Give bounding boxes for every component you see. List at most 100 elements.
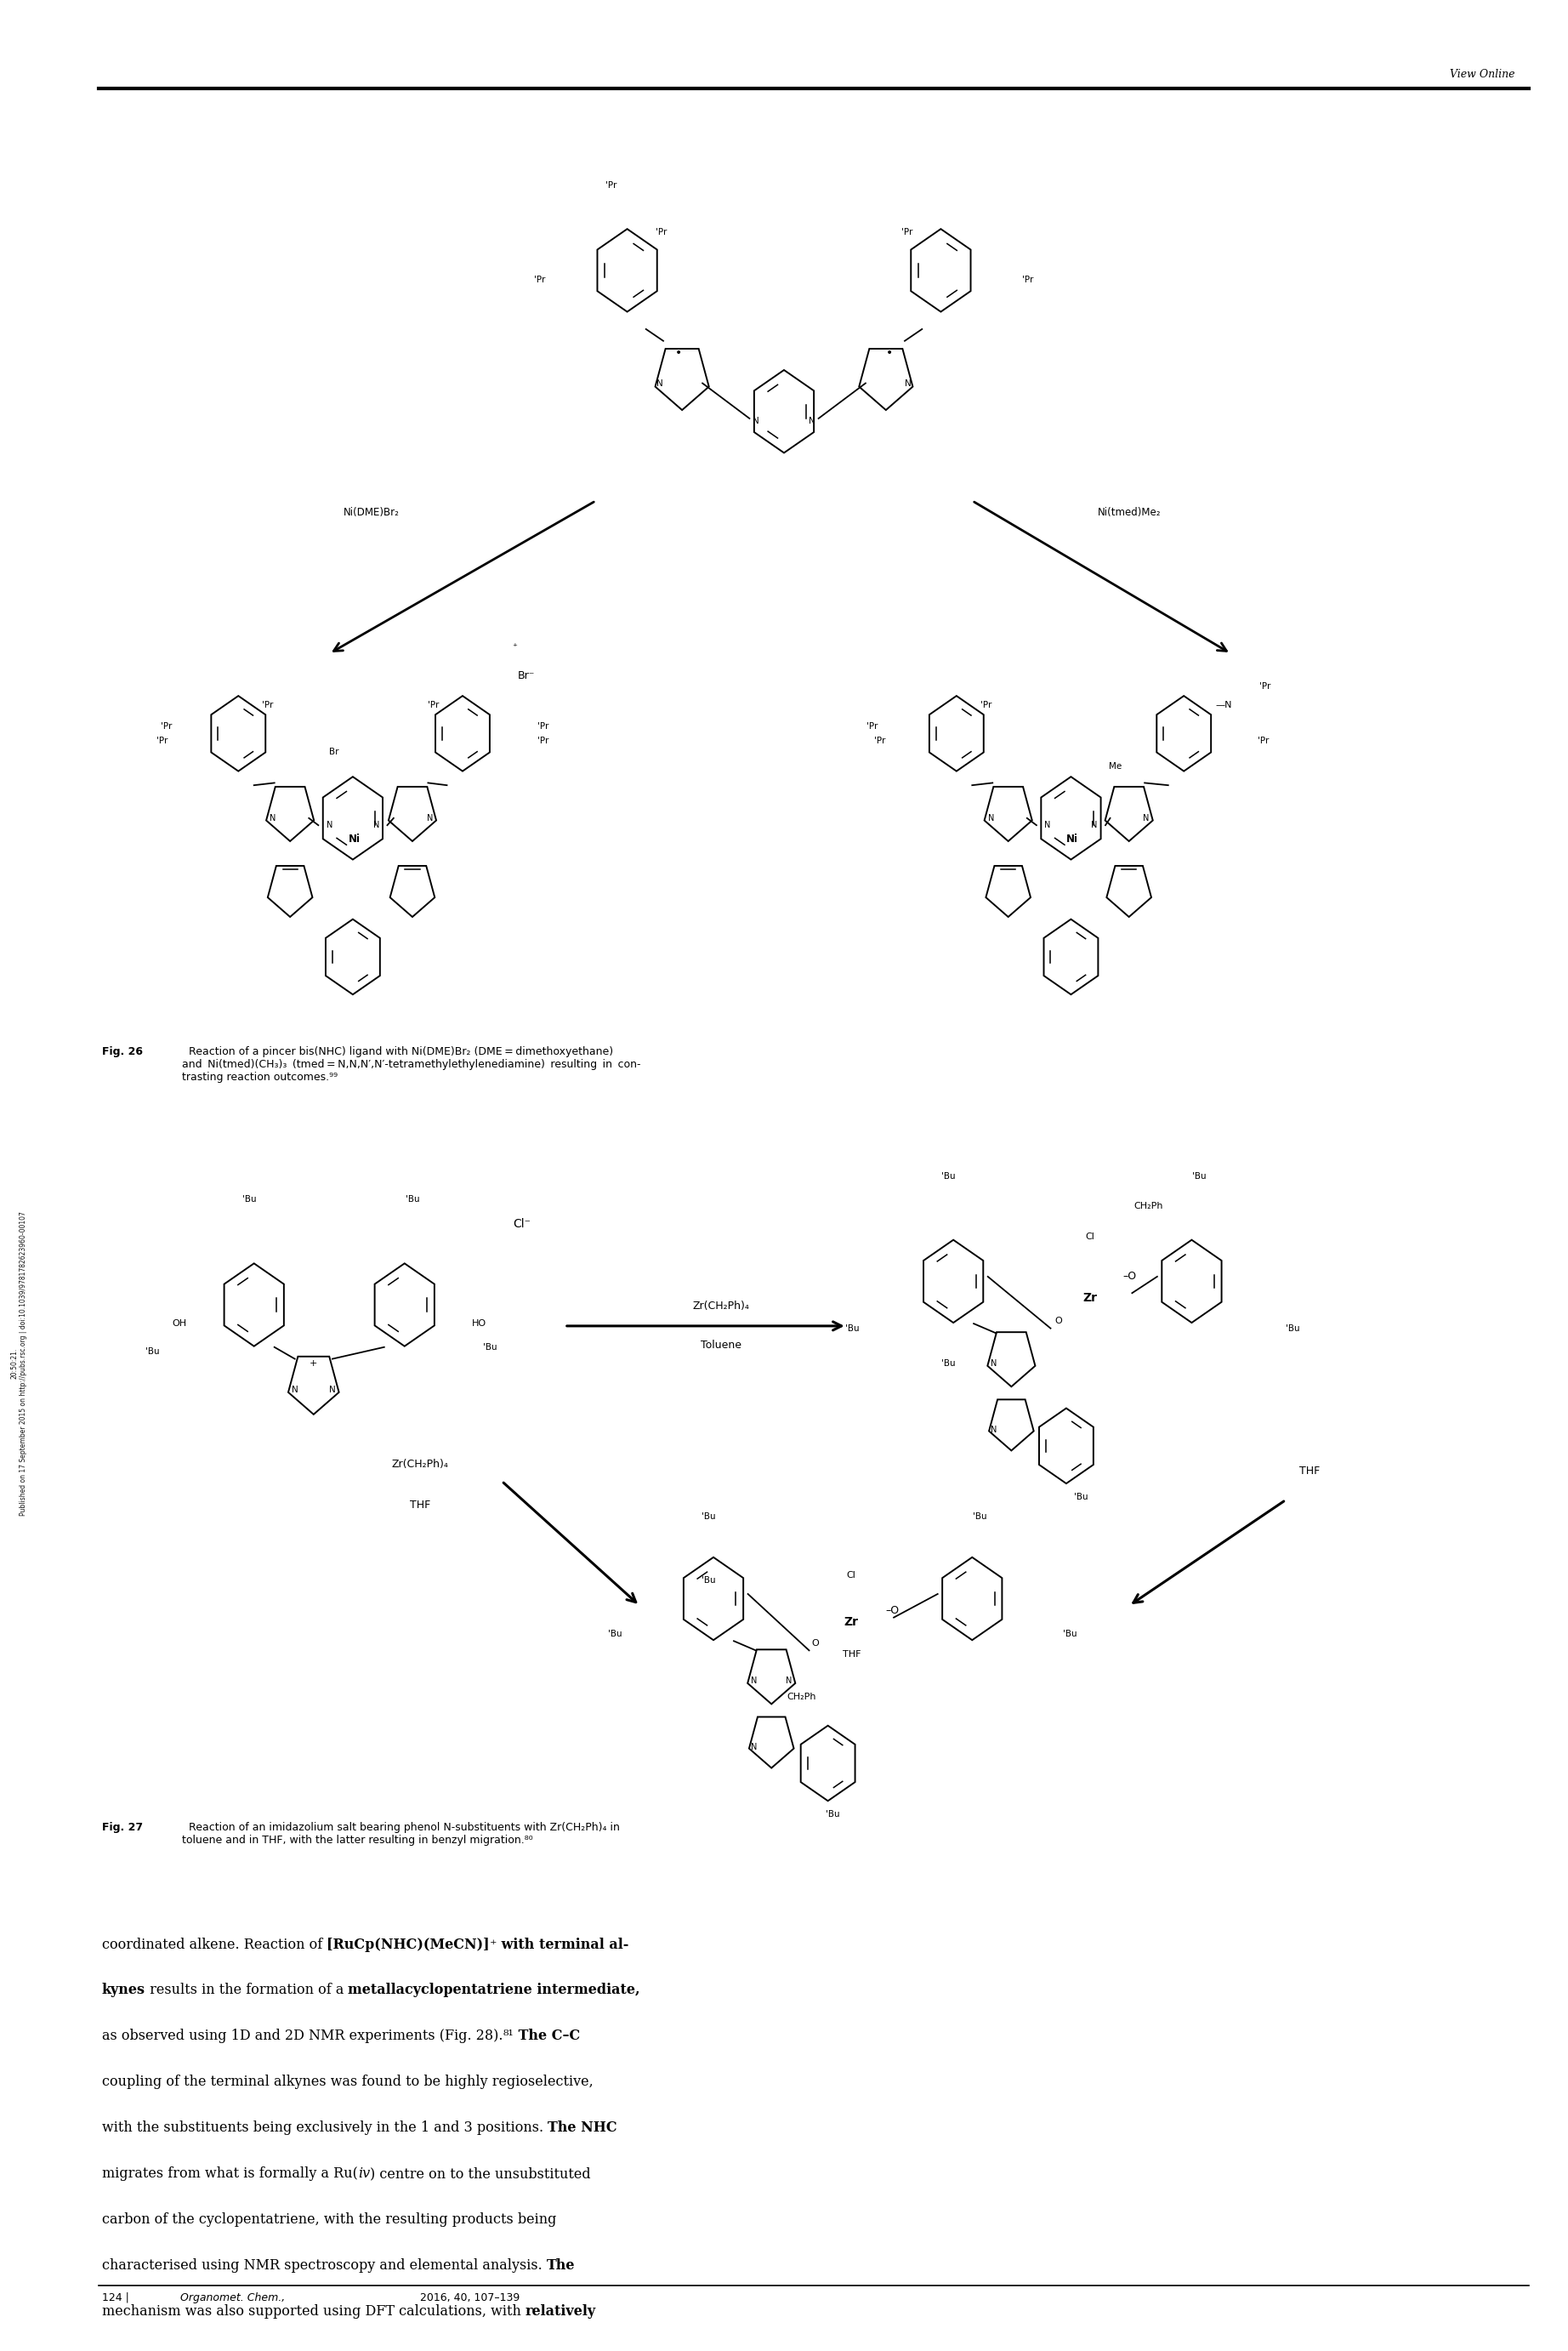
Text: Fig. 27: Fig. 27 [102,1822,143,1834]
Text: The C–C: The C–C [514,2029,580,2043]
Text: Zr: Zr [1082,1291,1098,1305]
Text: N: N [991,1359,997,1368]
Text: THF: THF [409,1500,431,1512]
Text: N: N [326,820,332,830]
Text: coordinated alkene. Reaction of: coordinated alkene. Reaction of [102,1937,326,1951]
Text: 124 |: 124 | [102,2292,129,2304]
Text: 20:50:21.
Published on 17 September 2015 on http://pubs.rsc.org | doi:10.1039/97: 20:50:21. Published on 17 September 2015… [11,1211,27,1516]
Text: ⁺: ⁺ [489,1937,497,1951]
Text: N: N [657,379,663,388]
Text: N: N [329,1385,336,1394]
Text: THF: THF [1298,1465,1320,1476]
Text: THF: THF [842,1650,861,1660]
Text: Organomet. Chem.,: Organomet. Chem., [180,2292,285,2304]
Text: The NHC: The NHC [547,2121,618,2135]
Text: mechanism was also supported using DFT calculations, with: mechanism was also supported using DFT c… [102,2304,525,2318]
Text: 'Pr: 'Pr [902,228,913,237]
Text: 'Pr: 'Pr [1258,736,1269,745]
Text: Reaction of an imidazolium salt bearing phenol N-substituents with Zr(CH₂Ph)₄ in: Reaction of an imidazolium salt bearing … [182,1822,619,1846]
Text: •: • [886,346,892,360]
Text: 'Bu: 'Bu [701,1512,717,1521]
Text: Br⁻: Br⁻ [517,670,535,682]
Text: •: • [676,346,682,360]
Text: 'Bu: 'Bu [405,1194,420,1204]
Text: results in the formation of a: results in the formation of a [146,1982,348,1998]
Text: 'Bu: 'Bu [845,1324,859,1333]
Text: ⁺: ⁺ [511,642,517,651]
Text: +: + [309,1359,318,1368]
Text: 'Bu: 'Bu [972,1512,988,1521]
Text: metallacyclopentatriene intermediate,: metallacyclopentatriene intermediate, [348,1982,640,1998]
Text: N: N [751,1676,757,1686]
Text: coupling of the terminal alkynes was found to be highly regioselective,: coupling of the terminal alkynes was fou… [102,2076,593,2090]
Text: N: N [786,1676,792,1686]
Text: N: N [426,813,433,823]
Text: Reaction of a pincer bis(NHC) ligand with Ni(DME)Br₂ (DME = dimethoxyethane)
and: Reaction of a pincer bis(NHC) ligand wit… [182,1046,641,1084]
Text: 'Pr: 'Pr [867,722,878,731]
Text: N: N [809,416,815,426]
Text: Ni: Ni [348,835,361,844]
Text: 'Pr: 'Pr [980,701,991,710]
Text: The: The [547,2257,575,2273]
Text: Cl⁻: Cl⁻ [513,1218,530,1230]
Text: 'Bu: 'Bu [483,1342,497,1352]
Text: kynes: kynes [102,1982,146,1998]
Text: N: N [373,820,379,830]
Text: Cl: Cl [1085,1232,1094,1241]
Text: with terminal al-: with terminal al- [497,1937,629,1951]
Text: N: N [292,1385,298,1394]
Text: 'Pr: 'Pr [655,228,666,237]
Text: carbon of the cyclopentatriene, with the resulting products being: carbon of the cyclopentatriene, with the… [102,2212,557,2226]
Text: [RuCp(NHC)(MeCN)]: [RuCp(NHC)(MeCN)] [326,1937,489,1951]
Text: with the substituents being exclusively in the 1 and 3 positions.: with the substituents being exclusively … [102,2121,547,2135]
Text: 'Pr: 'Pr [538,722,549,731]
Text: HO: HO [472,1319,486,1328]
Text: 'Bu: 'Bu [608,1629,622,1639]
Text: N: N [1091,820,1098,830]
Text: N: N [1044,820,1051,830]
Text: OH: OH [172,1319,187,1328]
Text: 'Pr: 'Pr [162,722,172,731]
Text: 2016, 40, 107–139: 2016, 40, 107–139 [420,2292,521,2304]
Text: 'Pr: 'Pr [875,736,886,745]
Text: Br: Br [329,748,339,757]
Text: 'Bu: 'Bu [1192,1171,1207,1180]
Text: Zr: Zr [844,1615,859,1629]
Text: Me: Me [1109,762,1121,771]
Text: 'Pr: 'Pr [428,701,439,710]
Text: O: O [812,1639,818,1648]
Text: Toluene: Toluene [701,1340,742,1352]
Text: CH₂Ph: CH₂Ph [1134,1201,1163,1211]
Text: 'Bu: 'Bu [1063,1629,1077,1639]
Text: –O: –O [886,1606,900,1615]
Text: 'Bu: 'Bu [941,1171,956,1180]
Text: 'Bu: 'Bu [941,1359,956,1368]
Text: N: N [988,813,994,823]
Text: Zr(CH₂Ph)₄: Zr(CH₂Ph)₄ [693,1300,750,1312]
Text: 'Bu: 'Bu [146,1347,160,1357]
Text: N: N [270,813,276,823]
Text: 'Pr: 'Pr [535,275,546,284]
Text: 'Bu: 'Bu [1074,1493,1088,1502]
Text: –O: –O [1123,1272,1137,1281]
Text: ) centre on to the unsubstituted: ) centre on to the unsubstituted [370,2168,591,2182]
Text: iv: iv [358,2168,370,2182]
Text: migrates from what is formally a Ru(: migrates from what is formally a Ru( [102,2168,358,2182]
Text: N: N [751,1742,757,1751]
Text: as observed using 1D and 2D NMR experiments (Fig. 28).: as observed using 1D and 2D NMR experime… [102,2029,503,2043]
Text: N: N [753,416,759,426]
Text: Ni: Ni [1066,835,1079,844]
Text: Ni(DME)Br₂: Ni(DME)Br₂ [343,508,400,517]
Text: 'Pr: 'Pr [538,736,549,745]
Text: View Online: View Online [1450,68,1515,80]
Text: N: N [905,379,911,388]
Text: 'Bu: 'Bu [1286,1324,1300,1333]
Text: 'Pr: 'Pr [262,701,273,710]
Text: 'Pr: 'Pr [1259,682,1270,691]
Text: Cl: Cl [847,1570,856,1580]
Text: 'Bu: 'Bu [701,1575,717,1585]
Text: O: O [1055,1317,1062,1326]
Text: ⁸¹: ⁸¹ [503,2029,514,2043]
Text: 'Bu: 'Bu [825,1810,840,1820]
Text: Ni(tmed)Me₂: Ni(tmed)Me₂ [1098,508,1160,517]
